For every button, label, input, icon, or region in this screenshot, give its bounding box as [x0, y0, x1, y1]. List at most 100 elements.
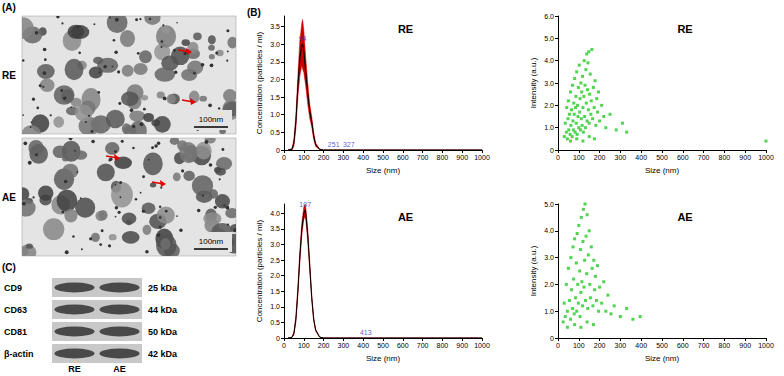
- svg-text:300: 300: [615, 342, 627, 349]
- svg-text:700: 700: [417, 342, 429, 349]
- svg-text:2.0: 2.0: [270, 272, 280, 279]
- svg-text:1000: 1000: [474, 342, 490, 349]
- svg-text:300: 300: [338, 154, 350, 161]
- svg-text:200: 200: [318, 342, 330, 349]
- svg-text:700: 700: [698, 342, 710, 349]
- svg-text:300: 300: [615, 154, 627, 161]
- svg-text:(A): (A): [2, 2, 16, 13]
- svg-text:AE: AE: [2, 192, 16, 203]
- svg-text:400: 400: [635, 154, 647, 161]
- svg-text:1000: 1000: [474, 154, 490, 161]
- svg-text:2.0: 2.0: [544, 102, 554, 109]
- svg-text:600: 600: [397, 154, 409, 161]
- svg-text:500: 500: [656, 154, 668, 161]
- svg-text:Size (nm): Size (nm): [645, 166, 680, 175]
- svg-text:0: 0: [550, 147, 554, 154]
- svg-text:100: 100: [573, 154, 585, 161]
- svg-text:Intensity (a.u.): Intensity (a.u.): [529, 245, 538, 296]
- svg-text:800: 800: [719, 154, 731, 161]
- svg-text:5.0: 5.0: [544, 201, 554, 208]
- svg-text:1.0: 1.0: [544, 124, 554, 131]
- svg-text:0.5: 0.5: [270, 129, 280, 136]
- svg-text:0: 0: [550, 335, 554, 342]
- svg-text:3.0: 3.0: [270, 41, 280, 48]
- svg-text:1000: 1000: [758, 154, 774, 161]
- svg-text:Concentration (particles / ml): Concentration (particles / ml): [255, 220, 264, 323]
- svg-text:400: 400: [635, 342, 647, 349]
- svg-text:4.0: 4.0: [544, 227, 554, 234]
- svg-text:1000: 1000: [758, 342, 774, 349]
- svg-text:251: 251: [328, 141, 340, 148]
- svg-text:0: 0: [282, 342, 286, 349]
- svg-text:5.0: 5.0: [544, 35, 554, 42]
- svg-text:2.0: 2.0: [544, 281, 554, 288]
- svg-text:400: 400: [357, 154, 369, 161]
- svg-text:800: 800: [437, 154, 449, 161]
- svg-text:1.0: 1.0: [544, 308, 554, 315]
- svg-text:Intensity (a.u.): Intensity (a.u.): [529, 57, 538, 108]
- svg-text:CD9: CD9: [4, 283, 22, 293]
- svg-text:1.5: 1.5: [270, 288, 280, 295]
- svg-text:900: 900: [456, 342, 468, 349]
- svg-text:327: 327: [343, 141, 355, 148]
- svg-text:25 kDa: 25 kDa: [148, 283, 178, 293]
- svg-text:RE: RE: [398, 23, 413, 35]
- svg-text:3.5: 3.5: [270, 23, 280, 30]
- svg-text:100nm: 100nm: [199, 237, 224, 246]
- svg-text:800: 800: [719, 342, 731, 349]
- svg-text:0: 0: [556, 154, 560, 161]
- svg-text:94: 94: [299, 35, 307, 42]
- svg-text:0: 0: [556, 342, 560, 349]
- svg-text:107: 107: [299, 201, 311, 208]
- svg-text:200: 200: [594, 342, 606, 349]
- svg-text:RE: RE: [68, 364, 81, 374]
- svg-text:4.0: 4.0: [544, 57, 554, 64]
- svg-text:1.5: 1.5: [270, 94, 280, 101]
- svg-text:500: 500: [377, 342, 389, 349]
- svg-text:3.0: 3.0: [270, 241, 280, 248]
- svg-text:0: 0: [282, 154, 286, 161]
- svg-text:500: 500: [377, 154, 389, 161]
- svg-text:Size (nm): Size (nm): [645, 354, 680, 363]
- svg-text:AE: AE: [113, 364, 126, 374]
- svg-text:3.5: 3.5: [270, 225, 280, 232]
- svg-text:600: 600: [677, 342, 689, 349]
- svg-text:900: 900: [456, 154, 468, 161]
- svg-text:2.5: 2.5: [270, 257, 280, 264]
- svg-text:100: 100: [298, 342, 310, 349]
- svg-text:RE: RE: [677, 23, 692, 35]
- svg-text:900: 900: [739, 154, 751, 161]
- svg-text:600: 600: [397, 342, 409, 349]
- svg-text:4.0: 4.0: [270, 210, 280, 217]
- svg-text:AE: AE: [677, 211, 692, 223]
- svg-text:800: 800: [437, 342, 449, 349]
- svg-text:700: 700: [417, 154, 429, 161]
- svg-text:44 kDa: 44 kDa: [148, 305, 178, 315]
- svg-text:Size (nm): Size (nm): [366, 354, 401, 363]
- svg-text:100: 100: [573, 342, 585, 349]
- svg-text:β-actin: β-actin: [4, 349, 34, 359]
- svg-text:0: 0: [276, 147, 280, 154]
- svg-text:RE: RE: [2, 70, 16, 81]
- svg-text:50 kDa: 50 kDa: [148, 327, 178, 337]
- svg-text:6.0: 6.0: [544, 13, 554, 20]
- svg-text:2.0: 2.0: [270, 76, 280, 83]
- svg-text:600: 600: [677, 154, 689, 161]
- svg-text:413: 413: [360, 329, 372, 336]
- svg-text:900: 900: [739, 342, 751, 349]
- svg-text:700: 700: [698, 154, 710, 161]
- svg-text:Concentration (particles / ml): Concentration (particles / ml): [255, 32, 264, 135]
- svg-text:CD63: CD63: [4, 305, 27, 315]
- svg-text:CD81: CD81: [4, 327, 27, 337]
- svg-text:1.0: 1.0: [270, 111, 280, 118]
- svg-text:100nm: 100nm: [199, 115, 224, 124]
- svg-text:1.0: 1.0: [270, 303, 280, 310]
- svg-text:100: 100: [298, 154, 310, 161]
- svg-text:2.5: 2.5: [270, 58, 280, 65]
- svg-text:300: 300: [338, 342, 350, 349]
- svg-text:0: 0: [276, 335, 280, 342]
- svg-text:Size (nm): Size (nm): [366, 166, 401, 175]
- svg-text:500: 500: [656, 342, 668, 349]
- svg-text:400: 400: [357, 342, 369, 349]
- svg-text:AE: AE: [398, 211, 413, 223]
